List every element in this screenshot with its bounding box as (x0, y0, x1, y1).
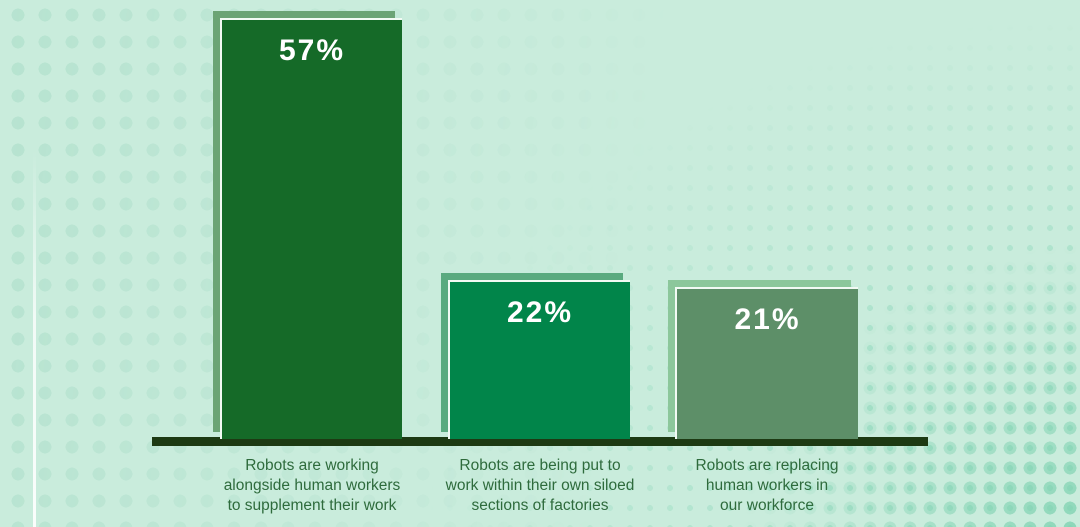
label-line: our workforce (720, 497, 814, 514)
label-line: to supplement their work (227, 497, 397, 514)
label-line: sections of factories (471, 497, 609, 514)
label-line: Robots are replacing (695, 457, 839, 474)
bar-value-label: 22% (506, 296, 574, 329)
category-label-siloed-sections: Robots are being put to work within thei… (410, 456, 670, 516)
label-line: alongside human workers (223, 477, 401, 494)
x-axis-baseline (152, 437, 928, 446)
label-line: work within their own siloed (445, 477, 635, 494)
bar-replacing-workers: 21% (675, 287, 858, 439)
vertical-line-decoration (33, 150, 36, 527)
bar-siloed-sections: 22% (448, 280, 630, 439)
category-label-replacing-workers: Robots are replacing human workers in ou… (637, 456, 897, 516)
label-line: Robots are working (245, 457, 379, 474)
category-label-supplement-work: Robots are working alongside human worke… (182, 456, 442, 516)
bar-supplement-work: 57% (220, 18, 402, 439)
label-line: Robots are being put to (459, 457, 621, 474)
bar-value-label: 21% (734, 303, 801, 336)
label-line: human workers in (705, 477, 829, 494)
bar-value-label: 57% (278, 34, 346, 67)
